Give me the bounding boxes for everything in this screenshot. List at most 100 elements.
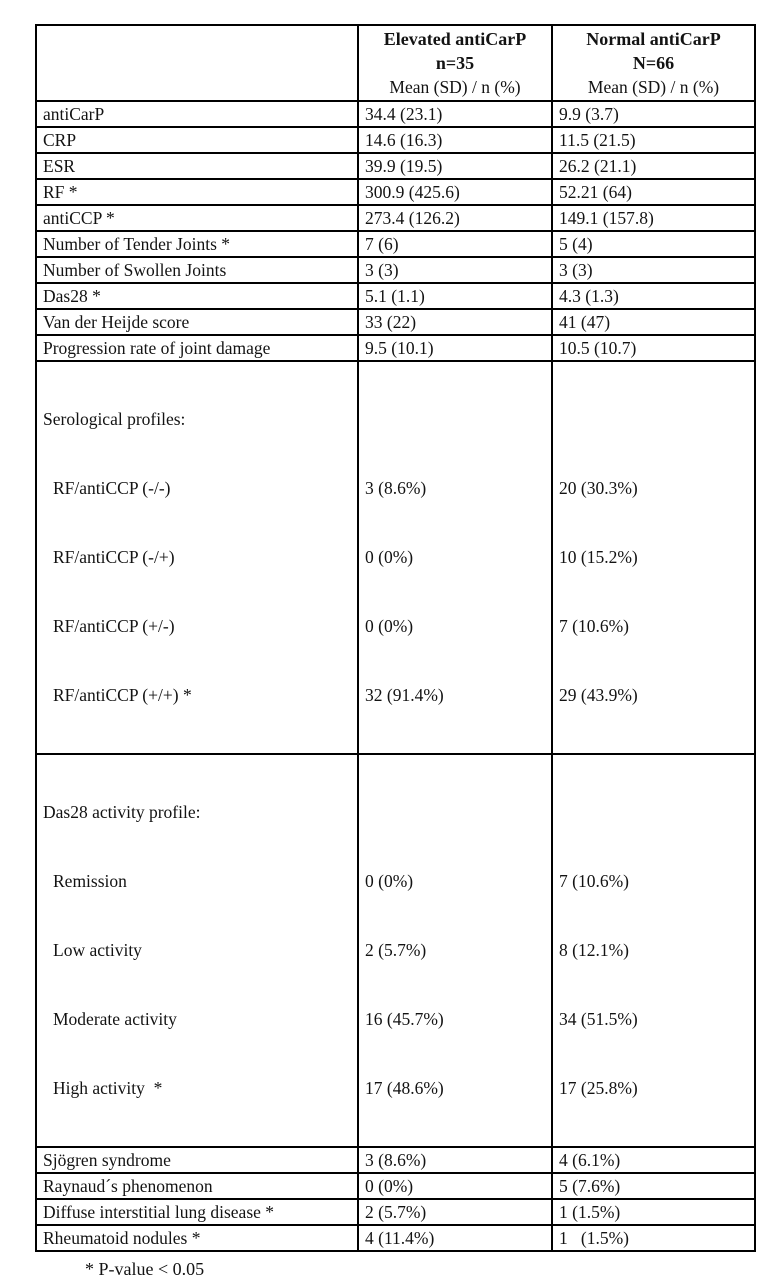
group-item-value-elevated: 16 (45.7%) [365, 1009, 444, 1029]
table-row-raynaud: Raynaud´s phenomenon 0 (0%) 5 (7.6%) [35, 1172, 756, 1200]
group-values-elevated: 3 (8.6%) 0 (0%) 0 (0%) 32 (91.4%) [357, 360, 553, 755]
row-value-elevated: 7 (6) [357, 230, 553, 258]
header-normal-anticarp: Normal antiCarP N=66 Mean (SD) / n (%) [551, 24, 756, 102]
group-values-elevated: 0 (0%) 2 (5.7%) 16 (45.7%) 17 (48.6%) [357, 753, 553, 1148]
group-item-value-elevated: 0 (0%) [365, 616, 414, 636]
group-item-value-normal: 17 (25.8%) [559, 1078, 638, 1098]
row-label: Number of Tender Joints * [35, 230, 359, 258]
row-label: Number of Swollen Joints [35, 256, 359, 284]
row-value-normal: 1 (1.5%) [551, 1224, 756, 1252]
row-value-normal: 9.9 (3.7) [551, 100, 756, 128]
row-value-normal: 5 (4) [551, 230, 756, 258]
row-value-elevated: 3 (8.6%) [357, 1146, 553, 1174]
row-value-elevated: 33 (22) [357, 308, 553, 336]
table-row-group-das28-activity: Das28 activity profile: Remission Low ac… [35, 753, 756, 1148]
group-label: Das28 activity profile: [43, 802, 201, 822]
header-normal-units: Mean (SD) / n (%) [587, 77, 720, 97]
group-item-label: Low activity [53, 940, 142, 960]
header-elevated-title: Elevated antiCarP [383, 29, 527, 49]
table-body: antiCarP 34.4 (23.1) 9.9 (3.7) CRP 14.6 … [35, 100, 756, 1252]
row-value-elevated: 9.5 (10.1) [357, 334, 553, 362]
row-label: CRP [35, 126, 359, 154]
row-value-elevated: 4 (11.4%) [357, 1224, 553, 1252]
row-value-elevated: 14.6 (16.3) [357, 126, 553, 154]
table-row-das28: Das28 * 5.1 (1.1) 4.3 (1.3) [35, 282, 756, 310]
empty-line [559, 407, 748, 432]
group-item-value-normal: 20 (30.3%) [559, 478, 638, 498]
group-item-label: RF/antiCCP (-/+) [53, 547, 175, 567]
group-item-label: RF/antiCCP (+/-) [53, 616, 175, 636]
group-item-value-normal: 34 (51.5%) [559, 1009, 638, 1029]
row-label: antiCCP * [35, 204, 359, 232]
table-row-esr: ESR 39.9 (19.5) 26.2 (21.1) [35, 152, 756, 180]
row-value-elevated: 34.4 (23.1) [357, 100, 553, 128]
table-header: Elevated antiCarP n=35 Mean (SD) / n (%)… [35, 24, 756, 102]
group-item-value-elevated: 0 (0%) [365, 871, 414, 891]
header-row: Elevated antiCarP n=35 Mean (SD) / n (%)… [35, 24, 756, 102]
row-label: Sjögren syndrome [35, 1146, 359, 1174]
group-label-cell: Serological profiles: RF/antiCCP (-/-) R… [35, 360, 359, 755]
table-row-progression-rate: Progression rate of joint damage 9.5 (10… [35, 334, 756, 362]
group-item-label: RF/antiCCP (-/-) [53, 478, 171, 498]
header-normal-n: N=66 [632, 53, 675, 73]
row-value-normal: 52.21 (64) [551, 178, 756, 206]
group-item-value-normal: 29 (43.9%) [559, 685, 638, 705]
row-value-normal: 1 (1.5%) [551, 1198, 756, 1226]
header-elevated-n: n=35 [435, 53, 475, 73]
group-item-value-elevated: 32 (91.4%) [365, 685, 444, 705]
row-value-elevated: 300.9 (425.6) [357, 178, 553, 206]
row-value-normal: 10.5 (10.7) [551, 334, 756, 362]
row-value-normal: 41 (47) [551, 308, 756, 336]
group-item-value-normal: 8 (12.1%) [559, 940, 629, 960]
group-item-value-normal: 7 (10.6%) [559, 616, 629, 636]
group-item-label: Moderate activity [53, 1009, 177, 1029]
header-elevated-anticarp: Elevated antiCarP n=35 Mean (SD) / n (%) [357, 24, 553, 102]
row-label: ESR [35, 152, 359, 180]
empty-line [365, 407, 545, 432]
row-label: Raynaud´s phenomenon [35, 1172, 359, 1200]
table-row-crp: CRP 14.6 (16.3) 11.5 (21.5) [35, 126, 756, 154]
table-row-sjogren: Sjögren syndrome 3 (8.6%) 4 (6.1%) [35, 1146, 756, 1174]
row-value-elevated: 2 (5.7%) [357, 1198, 553, 1226]
row-value-normal: 11.5 (21.5) [551, 126, 756, 154]
group-item-value-elevated: 17 (48.6%) [365, 1078, 444, 1098]
group-item-value-elevated: 2 (5.7%) [365, 940, 427, 960]
header-normal-title: Normal antiCarP [586, 29, 721, 49]
row-label: antiCarP [35, 100, 359, 128]
empty-line [559, 800, 748, 825]
row-value-elevated: 39.9 (19.5) [357, 152, 553, 180]
comparison-table: Elevated antiCarP n=35 Mean (SD) / n (%)… [35, 24, 756, 1252]
group-item-label: Remission [53, 871, 127, 891]
table-row-swollen-joints: Number of Swollen Joints 3 (3) 3 (3) [35, 256, 756, 284]
table-row-group-serological-profiles: Serological profiles: RF/antiCCP (-/-) R… [35, 360, 756, 755]
group-item-value-normal: 7 (10.6%) [559, 871, 629, 891]
empty-line [365, 800, 545, 825]
table-row-tender-joints: Number of Tender Joints * 7 (6) 5 (4) [35, 230, 756, 258]
group-values-normal: 7 (10.6%) 8 (12.1%) 34 (51.5%) 17 (25.8%… [551, 753, 756, 1148]
row-value-normal: 3 (3) [551, 256, 756, 284]
table-row-lung-disease: Diffuse interstitial lung disease * 2 (5… [35, 1198, 756, 1226]
row-value-normal: 4.3 (1.3) [551, 282, 756, 310]
group-item-value-normal: 10 (15.2%) [559, 547, 638, 567]
row-value-elevated: 3 (3) [357, 256, 553, 284]
group-item-value-elevated: 0 (0%) [365, 547, 414, 567]
row-value-normal: 149.1 (157.8) [551, 204, 756, 232]
table-row-anticcp: antiCCP * 273.4 (126.2) 149.1 (157.8) [35, 204, 756, 232]
row-value-normal: 4 (6.1%) [551, 1146, 756, 1174]
pvalue-footnote: * P-value < 0.05 [85, 1259, 205, 1279]
group-values-normal: 20 (30.3%) 10 (15.2%) 7 (10.6%) 29 (43.9… [551, 360, 756, 755]
group-item-label: RF/antiCCP (+/+) * [53, 685, 192, 705]
table-row-rf: RF * 300.9 (425.6) 52.21 (64) [35, 178, 756, 206]
row-value-normal: 5 (7.6%) [551, 1172, 756, 1200]
group-item-label: High activity * [53, 1078, 163, 1098]
row-label: Van der Heijde score [35, 308, 359, 336]
row-value-elevated: 273.4 (126.2) [357, 204, 553, 232]
row-label: Das28 * [35, 282, 359, 310]
header-empty-cell [35, 24, 359, 102]
row-value-normal: 26.2 (21.1) [551, 152, 756, 180]
row-label: RF * [35, 178, 359, 206]
group-item-value-elevated: 3 (8.6%) [365, 478, 427, 498]
group-label: Serological profiles: [43, 409, 186, 429]
row-value-elevated: 0 (0%) [357, 1172, 553, 1200]
